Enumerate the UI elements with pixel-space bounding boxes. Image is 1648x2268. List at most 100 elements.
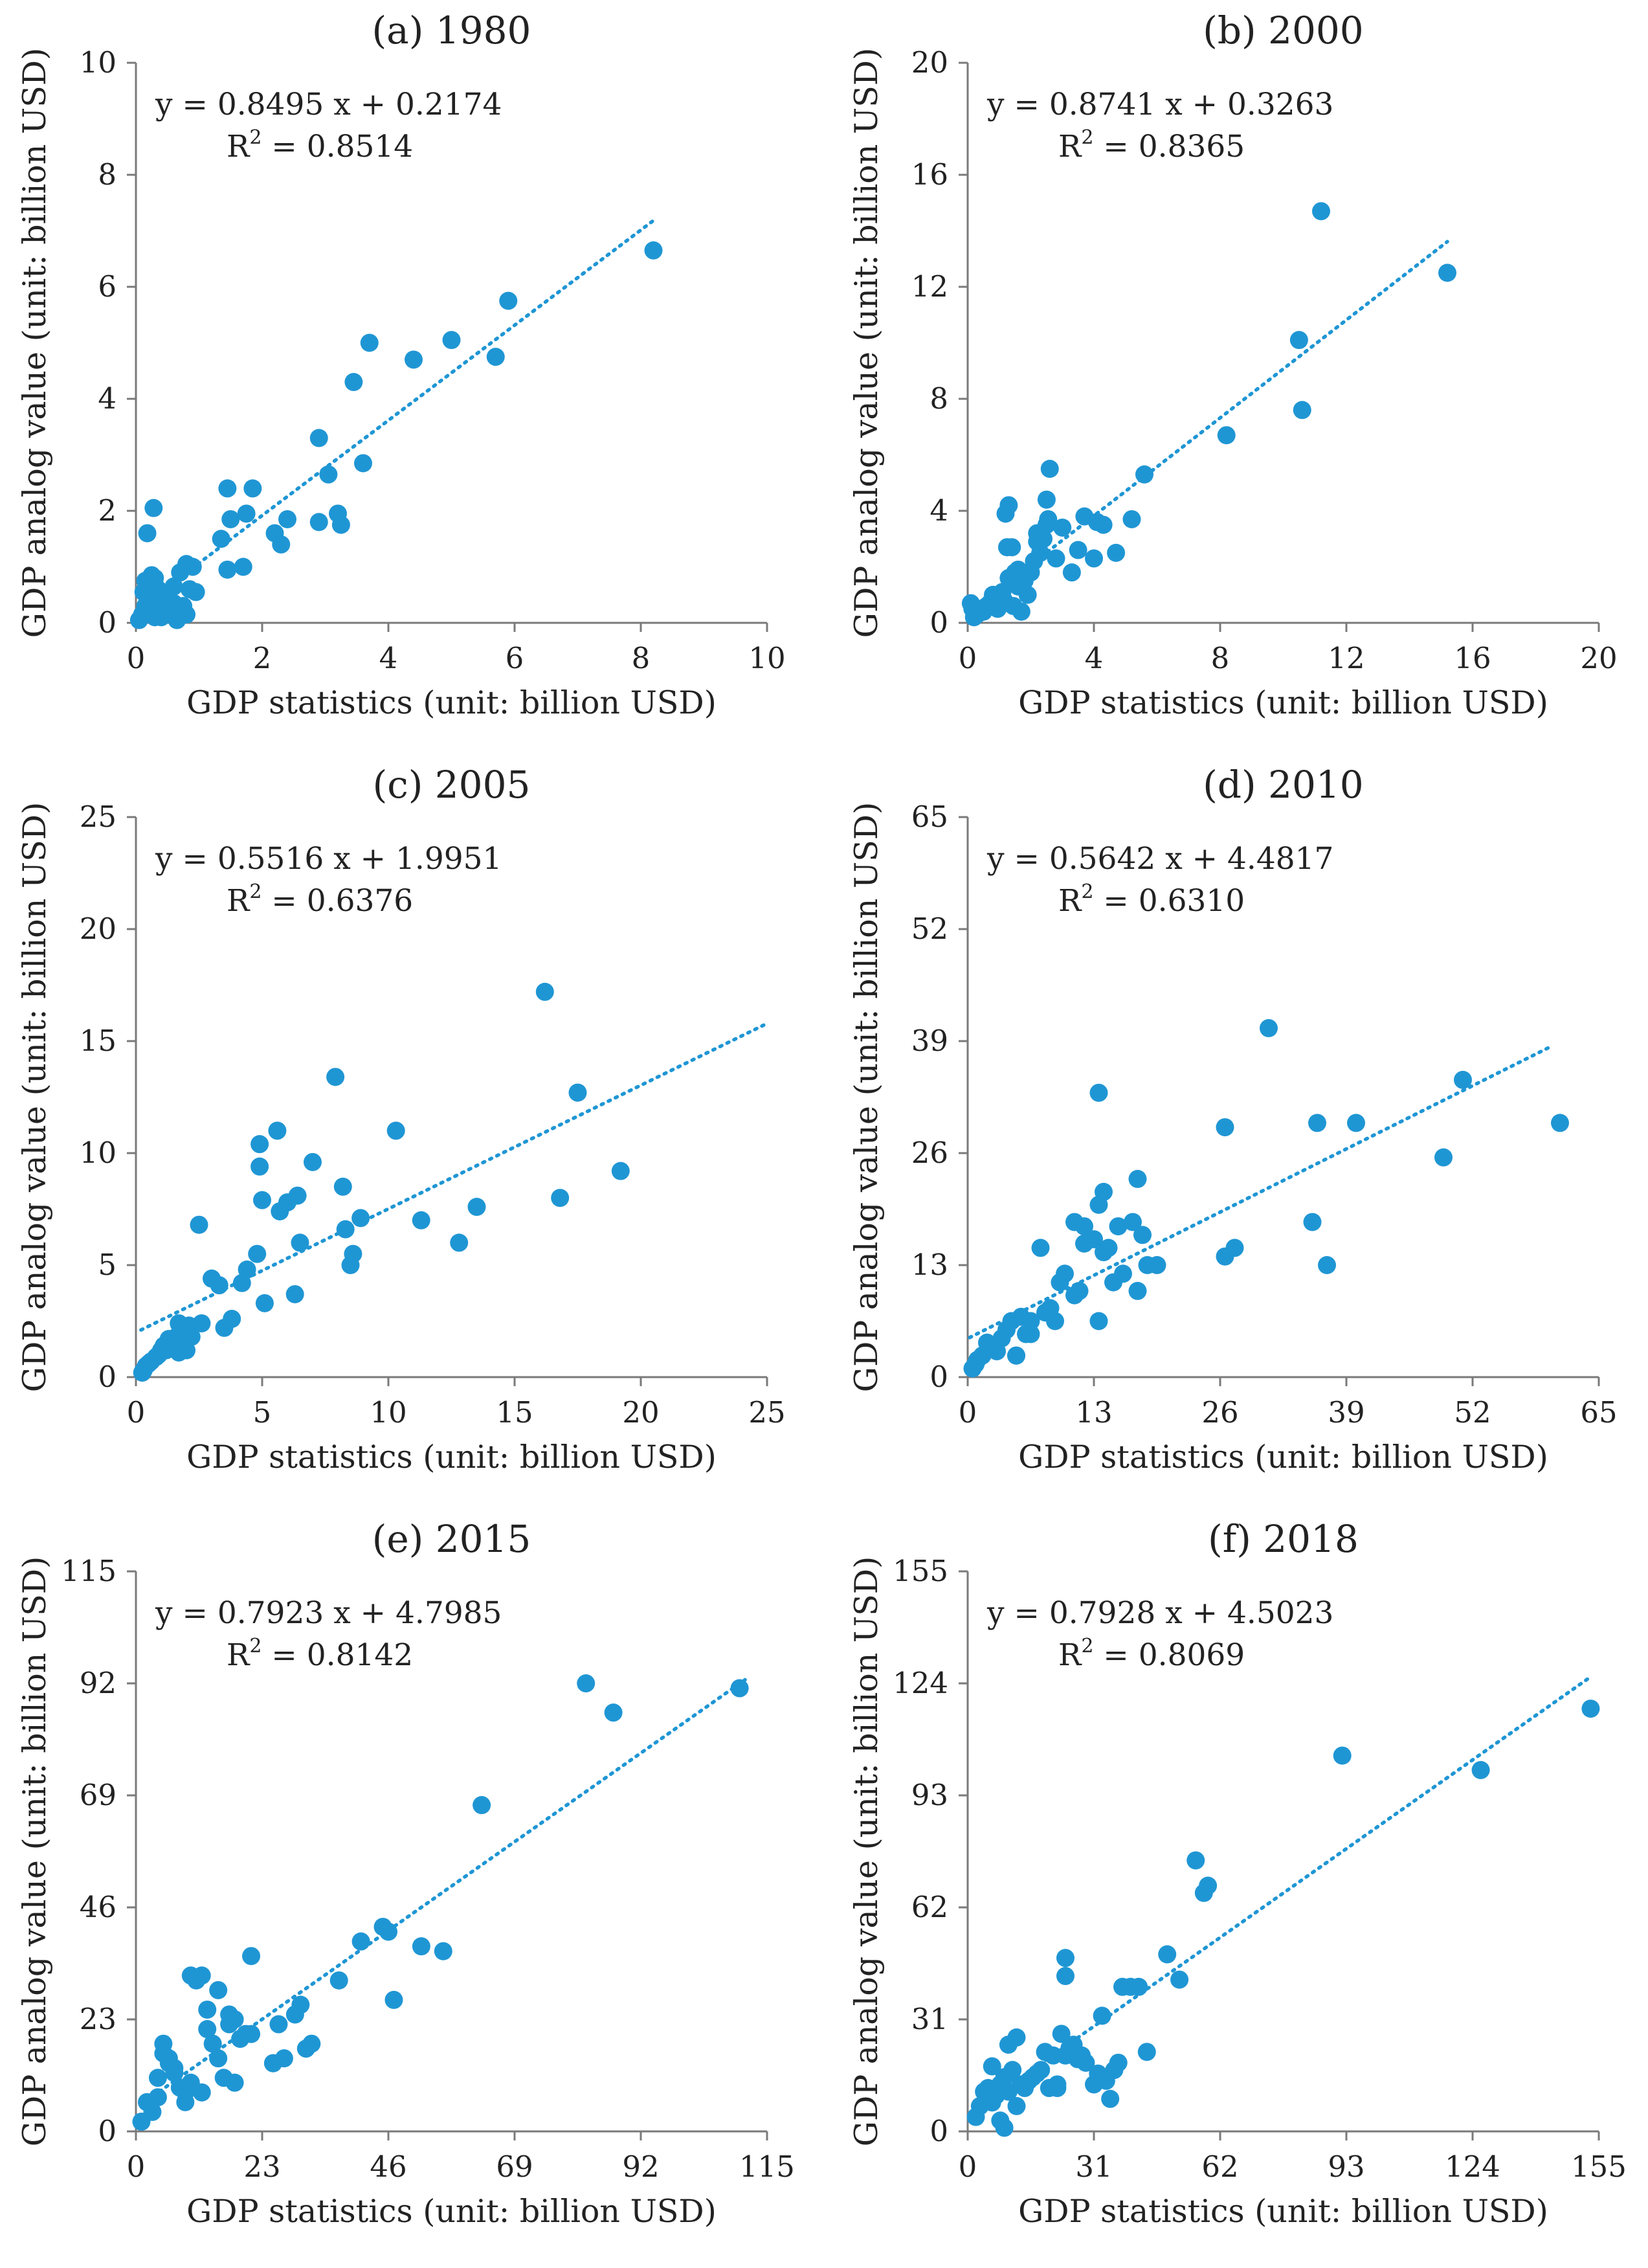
chart-2-point [467,1198,486,1217]
chart-4-point [214,2069,233,2087]
chart-5-point [1199,1876,1218,1895]
chart-3-point [1216,1247,1234,1266]
chart-3-title: (d) 2010 [1203,763,1363,807]
chart-3-point [1434,1148,1453,1167]
chart-2-x-tick-label: 20 [622,1395,659,1430]
chart-4-trendline [145,1678,747,2102]
chart-4-y-tick-label: 0 [98,2114,117,2148]
chart-0-equation: y = 0.8495 x + 0.2174 [155,87,502,122]
chart-3-point [1036,1303,1054,1322]
chart-5-point [1093,2006,1111,2025]
chart-3: (d) 2010 0 13 26 39 52 65 0 13 26 39 52 65 GDP statis… [848,763,1618,1476]
chart-1-x-tick-label: 0 [959,641,977,675]
chart-2-point [291,1233,309,1252]
chart-4-r-squared-symbol: R [227,1637,251,1673]
chart-5-point [966,2107,985,2126]
chart-5-point [999,2036,1018,2054]
chart-4-x-axis-label: GDP statistics (unit: billion USD) [186,2193,717,2230]
chart-2-point [248,1244,267,1263]
chart-5-point [983,2093,1001,2112]
chart-2-x-tick-label: 10 [370,1395,406,1430]
chart-2-x-tick-label: 15 [496,1395,533,1430]
chart-4-y-axis-label: GDP analog value (unit: billion USD) [16,1556,53,2146]
chart-3-point [1318,1256,1336,1274]
chart-2-point [285,1285,304,1303]
chart-2-point [386,1121,405,1140]
chart-4-point [154,2044,173,2063]
chart-1-point [1040,460,1059,478]
chart-0-point [183,557,202,576]
chart-0-point [186,583,205,601]
chart-3-point [1551,1114,1569,1132]
chart-0-point [499,291,518,310]
chart-2-point [170,1314,188,1332]
chart-0-point [405,350,423,369]
chart-4-r-squared: R2 = 0.8142 [227,1635,413,1673]
chart-1-y-tick-label: 20 [911,45,948,80]
chart-2-point [133,1364,151,1382]
chart-2-point [271,1202,289,1220]
chart-0-point [218,479,237,498]
chart-1-x-tick-label: 16 [1454,641,1491,675]
chart-1-point [1438,264,1456,282]
chart-4-point [296,2039,315,2058]
chart-3-point [1124,1213,1142,1231]
chart-5-point [1581,1700,1600,1718]
chart-2-x-tick-label: 5 [253,1395,272,1430]
chart-3-point [1089,1195,1108,1214]
chart-4-point [203,2034,222,2053]
chart-5-point [1007,2096,1026,2115]
chart-2-point [568,1083,587,1102]
chart-3-point [1133,1226,1152,1244]
chart-2-point [412,1211,430,1229]
chart-1-point [997,538,1016,557]
chart-1-point [1107,543,1126,562]
chart-3-y-tick-label: 26 [911,1136,948,1170]
chart-3-x-tick-label: 39 [1328,1395,1364,1430]
chart-4-point [198,2000,217,2019]
chart-4-point [181,2073,200,2092]
chart-5-r-squared-symbol: R [1058,1637,1082,1673]
chart-5-point [1064,2036,1083,2054]
chart-0-x-axis-label: GDP statistics (unit: billion USD) [186,684,717,721]
chart-4-point [473,1796,491,1815]
chart-3-point [1065,1286,1084,1305]
chart-1-point [1312,202,1330,221]
chart-0-point [354,454,372,473]
chart-1-point [1075,507,1094,526]
chart-0-y-tick-label: 0 [98,605,117,640]
chart-5-r-squared: R2 = 0.8069 [1058,1635,1245,1673]
chart-4-point [384,1990,403,2009]
chart-3-point [1109,1217,1128,1236]
chart-2-point [190,1215,208,1234]
chart-4-point [263,2054,282,2072]
chart-2-point [326,1068,345,1086]
chart-3-y-tick-label: 52 [911,912,948,946]
chart-3-point [1104,1273,1122,1292]
chart-2-r-squared-value: = 0.6376 [262,883,413,919]
chart-3-r-squared-exponent: 2 [1081,881,1093,903]
chart-1-point [1009,560,1027,579]
chart-1-point [1069,541,1087,559]
chart-0-point [144,499,163,517]
chart-2-x-tick-label: 25 [748,1395,785,1430]
chart-5-point [1056,1949,1075,1968]
chart-1-r-squared-value: = 0.8365 [1093,129,1245,164]
chart-1-point [1122,510,1141,528]
chart-3-y-tick-label: 65 [911,800,948,834]
chart-5-x-tick-label: 124 [1445,2150,1500,2184]
chart-2-point [170,1343,188,1362]
chart-3-x-tick-label: 0 [959,1395,977,1430]
chart-5-y-axis-label: GDP analog value (unit: billion USD) [848,1556,885,2146]
chart-1-point [988,600,1007,618]
chart-5-x-tick-label: 31 [1075,2150,1112,2184]
chart-2-point [251,1157,269,1176]
chart-5-point [1101,2089,1120,2108]
chart-0-point [309,513,328,532]
chart-5-x-tick-label: 62 [1201,2150,1238,2184]
chart-1-x-tick-label: 4 [1085,641,1104,675]
chart-0-y-tick-label: 8 [98,157,117,192]
chart-0-r-squared: R2 = 0.8514 [227,126,413,164]
chart-1-y-tick-label: 0 [930,605,948,640]
chart-1-point [1085,549,1103,568]
